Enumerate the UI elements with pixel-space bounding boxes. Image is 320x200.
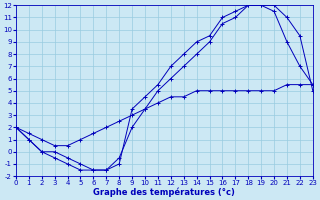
- X-axis label: Graphe des températures (°c): Graphe des températures (°c): [93, 188, 235, 197]
